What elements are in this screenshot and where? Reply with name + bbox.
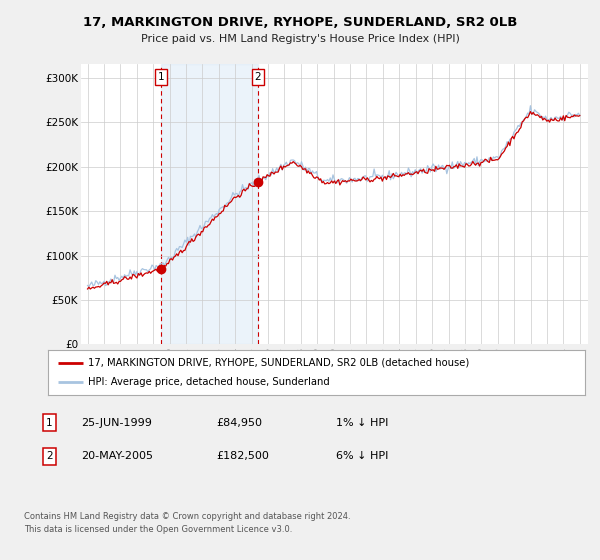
Text: Price paid vs. HM Land Registry's House Price Index (HPI): Price paid vs. HM Land Registry's House …: [140, 34, 460, 44]
Text: 17, MARKINGTON DRIVE, RYHOPE, SUNDERLAND, SR2 0LB (detached house): 17, MARKINGTON DRIVE, RYHOPE, SUNDERLAND…: [88, 357, 470, 367]
Text: 1: 1: [158, 72, 164, 82]
Bar: [161, 64, 258, 344]
Text: 25-JUN-1999: 25-JUN-1999: [81, 418, 152, 428]
Text: 2: 2: [46, 451, 53, 461]
Text: 1: 1: [46, 418, 53, 428]
Text: Contains HM Land Registry data © Crown copyright and database right 2024.
This d: Contains HM Land Registry data © Crown c…: [24, 512, 350, 534]
Text: 20-MAY-2005: 20-MAY-2005: [81, 451, 153, 461]
Text: HPI: Average price, detached house, Sunderland: HPI: Average price, detached house, Sund…: [88, 377, 330, 388]
Text: 1% ↓ HPI: 1% ↓ HPI: [336, 418, 388, 428]
Text: 17, MARKINGTON DRIVE, RYHOPE, SUNDERLAND, SR2 0LB: 17, MARKINGTON DRIVE, RYHOPE, SUNDERLAND…: [83, 16, 517, 29]
Text: 6% ↓ HPI: 6% ↓ HPI: [336, 451, 388, 461]
Text: £84,950: £84,950: [216, 418, 262, 428]
Text: 2: 2: [254, 72, 261, 82]
Text: £182,500: £182,500: [216, 451, 269, 461]
